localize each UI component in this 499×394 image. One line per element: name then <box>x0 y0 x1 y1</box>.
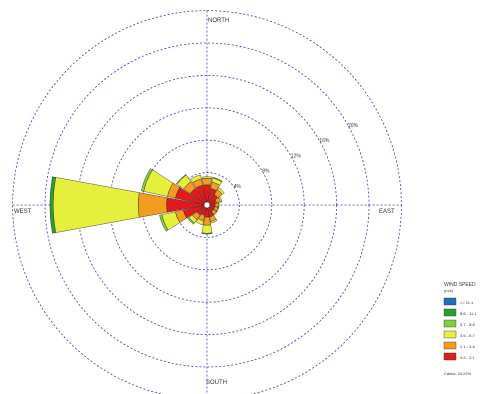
petal-segment-e <box>214 202 219 208</box>
label-west: WEST <box>14 209 32 215</box>
petal-segment-wsw <box>159 214 169 232</box>
radial-tick-label: 4% <box>234 184 242 190</box>
petal-segment-ene <box>218 196 223 203</box>
legend-label: 8.8 - 11.1 <box>460 311 477 316</box>
legend-swatch <box>443 330 457 339</box>
legend-label: 2.1 - 3.6 <box>460 344 475 349</box>
legend-swatch <box>443 352 457 361</box>
legend-swatch <box>443 297 457 306</box>
petal-segment-w <box>137 192 168 218</box>
calm-center <box>203 201 211 209</box>
legend-label: 0.5 - 2.1 <box>460 355 475 360</box>
radial-tick-labels: 4% 8% 12% 16% 20% <box>234 123 359 190</box>
legend-label: >= 11.1 <box>460 300 474 305</box>
petal-segment-nne <box>212 177 223 183</box>
petal-segment-w <box>49 176 56 234</box>
petal-segment-s <box>203 216 211 226</box>
petal-segment-se <box>213 211 218 216</box>
petal-segment-sw <box>187 217 195 225</box>
radial-tick-label: 8% <box>262 169 270 175</box>
petal-segment-wnw <box>141 168 153 192</box>
radial-tick-label: 20% <box>348 123 359 129</box>
label-north: NORTH <box>208 18 229 24</box>
petal-segment-ne <box>217 187 225 195</box>
legend-calms: Calms: 24.22% <box>444 371 472 376</box>
petal-segment-w <box>52 177 140 233</box>
legend-label: 5.7 - 8.8 <box>460 322 475 327</box>
label-south: SOUTH <box>206 380 227 386</box>
legend-title: WIND SPEED <box>444 282 476 288</box>
radial-tick-label: 16% <box>319 138 330 144</box>
petal-segment-nnw <box>190 174 202 183</box>
wind-petals <box>49 168 225 235</box>
petal-segment-n <box>201 176 213 179</box>
radial-tick-label: 12% <box>291 153 302 159</box>
legend-swatch <box>443 308 457 317</box>
legend-units: (m/s) <box>444 288 454 293</box>
legend-swatch <box>443 341 457 350</box>
label-east: EAST <box>379 209 395 215</box>
compass-labels: NORTH EAST SOUTH WEST <box>14 18 395 386</box>
legend-label: 3.6 - 5.7 <box>460 333 475 338</box>
petal-segment-s <box>201 232 213 235</box>
petal-segment-sse <box>210 219 218 224</box>
legend: WIND SPEED (m/s) >= 11.1 8.8 - 11.1 5.7 - … <box>443 282 477 376</box>
petal-segment-ese <box>216 207 220 212</box>
petal-segment-ssw <box>195 218 204 226</box>
legend-swatch <box>443 319 457 328</box>
petal-segment-e <box>217 202 220 208</box>
petal-segment-nw <box>176 174 187 185</box>
petal-segment-n <box>201 178 213 186</box>
petal-segment-s <box>201 224 213 234</box>
